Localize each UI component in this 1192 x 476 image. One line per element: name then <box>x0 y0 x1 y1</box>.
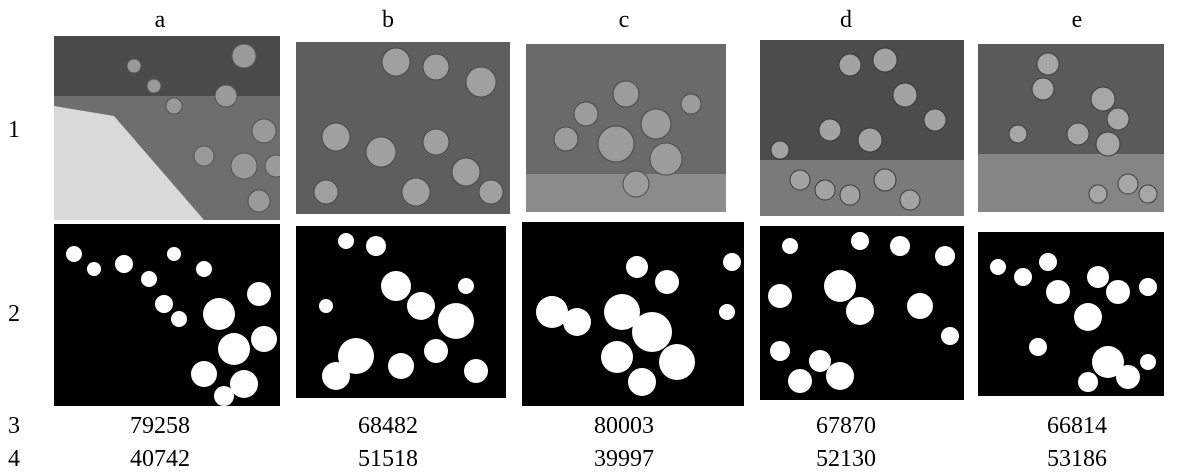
column-label-e: e <box>1071 7 1083 33</box>
row-label-2: 2 <box>8 301 20 327</box>
column-label-b: b <box>382 7 394 33</box>
mask-b <box>296 226 506 398</box>
value-3-d: 67870 <box>816 413 876 439</box>
value-4-c: 39997 <box>594 446 654 472</box>
mask-a <box>54 224 280 406</box>
mask-d <box>760 226 964 400</box>
column-label-d: d <box>840 7 852 33</box>
column-label-c: c <box>618 7 630 33</box>
photo-b <box>296 42 510 214</box>
mask-c <box>522 222 744 406</box>
value-4-b: 51518 <box>358 446 418 472</box>
row-label-3: 3 <box>8 413 20 439</box>
mask-e <box>978 232 1164 396</box>
row-label-1: 1 <box>8 117 20 143</box>
value-4-e: 53186 <box>1047 446 1107 472</box>
value-3-b: 68482 <box>358 413 418 439</box>
row-label-4: 4 <box>8 446 20 472</box>
photo-c <box>526 44 726 212</box>
value-3-e: 66814 <box>1047 413 1107 439</box>
photo-d <box>760 40 964 216</box>
photo-a <box>54 36 280 220</box>
column-label-a: a <box>154 7 166 33</box>
value-4-a: 40742 <box>130 446 190 472</box>
photo-e <box>978 44 1164 212</box>
value-3-a: 79258 <box>130 413 190 439</box>
value-3-c: 80003 <box>594 413 654 439</box>
value-4-d: 52130 <box>816 446 876 472</box>
